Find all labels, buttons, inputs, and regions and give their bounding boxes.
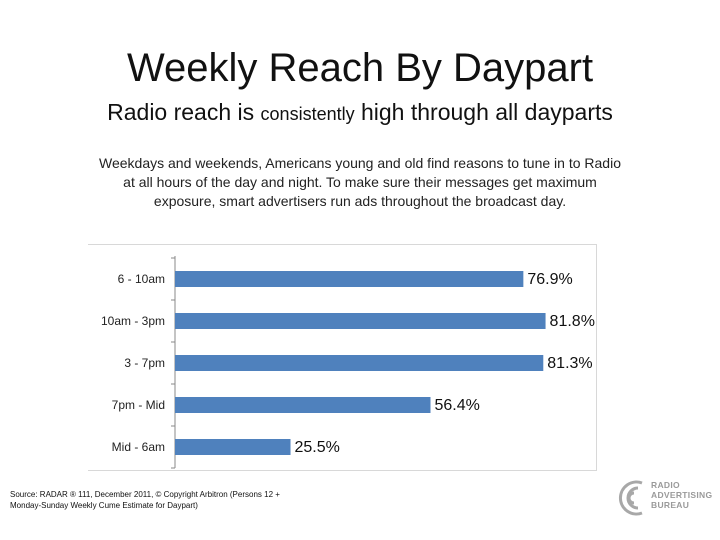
bar	[175, 313, 546, 329]
category-label: 3 - 7pm	[124, 356, 165, 370]
subtitle-part-2: consistently	[260, 104, 355, 124]
bar-value-label: 81.3%	[547, 355, 592, 372]
bar-value-label: 76.9%	[527, 271, 572, 288]
rab-logo-icon	[619, 480, 643, 516]
logo-line-2: ADVERTISING	[651, 490, 713, 500]
subtitle-part-3: high through all dayparts	[354, 99, 613, 125]
category-label: Mid - 6am	[112, 440, 165, 454]
bar	[175, 271, 524, 287]
page-title: Weekly Reach By Daypart	[126, 46, 594, 90]
bar-value-label: 25.5%	[295, 439, 340, 456]
bar	[175, 397, 431, 413]
category-label: 7pm - Mid	[112, 398, 165, 412]
logo-line-3: BUREAU	[651, 500, 690, 510]
bar	[175, 355, 544, 371]
chart-frame	[88, 244, 597, 471]
bar-value-label: 81.8%	[550, 313, 595, 330]
logo-line-1: RADIO	[651, 480, 680, 490]
page-subtitle: Radio reach is consistently high through…	[0, 97, 720, 129]
category-label: 6 - 10am	[118, 272, 165, 286]
bar-value-label: 56.4%	[434, 397, 479, 414]
rab-logo-text: RADIO ADVERTISING BUREAU	[651, 480, 712, 510]
source-note: Source: RADAR ® 111, December 2011, © Co…	[10, 490, 280, 510]
subtitle-part-1: Radio reach is	[107, 99, 261, 125]
category-label: 10am - 3pm	[101, 314, 165, 328]
bar	[175, 439, 291, 455]
description-text: Weekdays and weekends, Americans young a…	[99, 155, 621, 209]
